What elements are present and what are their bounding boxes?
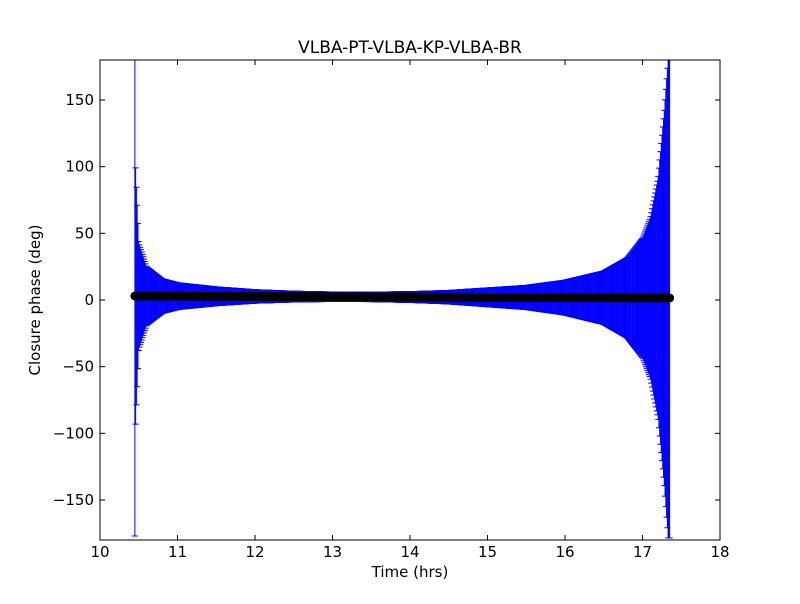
y-tick-label: −100 [53, 424, 94, 442]
y-tick-label: 0 [84, 291, 94, 309]
marker-layer [130, 291, 675, 303]
tick-layer: 10 11 12 13 14 15 16 17 18 −150 −100 −50 0 50 100 150 [53, 60, 730, 561]
x-tick-label: 13 [323, 543, 342, 561]
x-tick-label: 12 [245, 543, 264, 561]
x-tick-label: 16 [555, 543, 574, 561]
data-point [665, 293, 675, 303]
y-tick-label: 100 [65, 158, 94, 176]
y-tick-label: 150 [65, 91, 94, 109]
x-tick-label: 18 [710, 543, 729, 561]
y-tick-label: −150 [53, 491, 94, 509]
x-tick-label: 17 [633, 543, 652, 561]
y-axis-label: Closure phase (deg) [26, 225, 44, 376]
x-tick-label: 11 [168, 543, 187, 561]
y-tick-label: −50 [62, 358, 94, 376]
x-tick-label: 10 [90, 543, 109, 561]
x-tick-label: 15 [478, 543, 497, 561]
chart-title: VLBA-PT-VLBA-KP-VLBA-BR [298, 38, 522, 58]
x-tick-label: 14 [400, 543, 419, 561]
x-axis-label: Time (hrs) [371, 563, 449, 581]
y-tick-label: 50 [75, 224, 94, 242]
